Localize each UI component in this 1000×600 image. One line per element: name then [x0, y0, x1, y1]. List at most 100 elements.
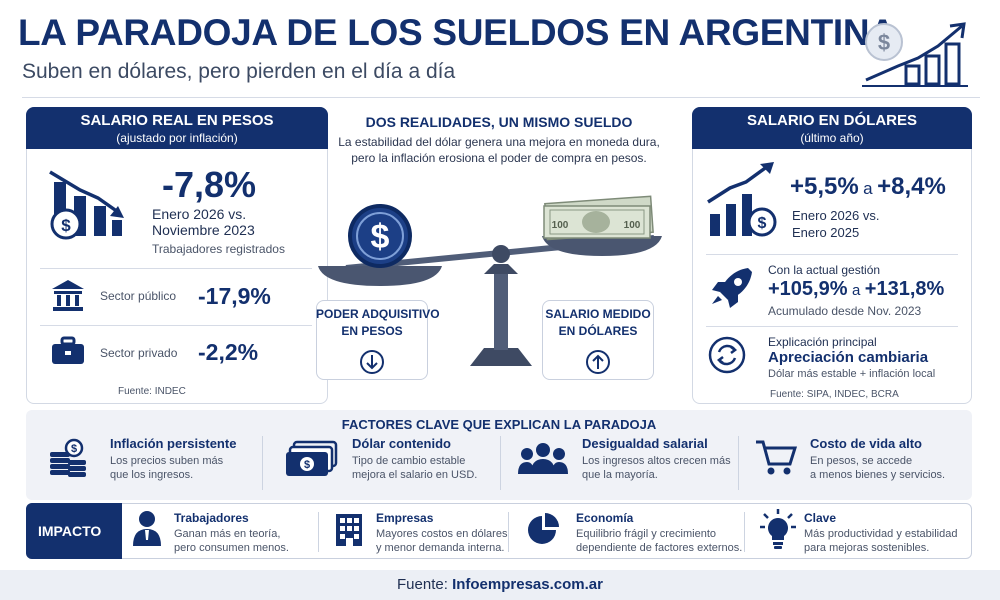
arrow-up-icon	[586, 350, 610, 374]
gestion-range-joiner: a	[851, 282, 861, 299]
impact-divider	[744, 512, 745, 552]
left-source: Fuente: INDEC	[118, 386, 186, 397]
salario-real-period-line1: Enero 2026 vs.	[152, 206, 247, 222]
factor-title-2: Dólar contenido	[352, 436, 451, 451]
factor-text-1a: Los precios suben más	[110, 455, 224, 467]
center-text-line1: La estabilidad del dólar genera una mejo…	[338, 135, 660, 149]
factor-divider	[262, 436, 263, 490]
gestion-note: Acumulado desde Nov. 2023	[768, 304, 922, 318]
bank-icon	[52, 280, 84, 311]
sector-privado-value: -2,2%	[198, 339, 259, 365]
factor-title-3: Desigualdad salarial	[582, 436, 708, 451]
impact-text-2a: Mayores costos en dólares	[376, 528, 508, 540]
salario-real-banner: SALARIO REAL EN PESOS (ajustado por infl…	[26, 107, 328, 149]
gestion-range: +105,9% a +131,8%	[768, 278, 944, 301]
impact-title-3: Economía	[576, 511, 634, 525]
impact-text-3a: Equilibrio frágil y crecimiento	[576, 528, 716, 540]
lightbulb-icon	[760, 509, 796, 549]
cart-icon	[756, 440, 798, 475]
salario-dolares-period-line2: Enero 2025	[792, 225, 860, 240]
page-title: LA PARADOJA DE LOS SUELDOS EN ARGENTINA	[18, 12, 896, 53]
salario-dolares-period-line1: Enero 2026 vs.	[792, 208, 880, 223]
gestion-range-end: +131,8%	[864, 278, 945, 300]
salario-real-value: -7,8%	[162, 164, 257, 205]
svg-text:$: $	[61, 216, 71, 235]
impact-title-1: Trabajadores	[174, 511, 249, 525]
explicacion-value: Apreciación cambiaria	[768, 349, 929, 366]
panel-divider	[40, 325, 312, 326]
salario-dolares-subtitle: (último año)	[800, 131, 864, 145]
salario-real-note: Trabajadores registrados	[152, 242, 285, 256]
factor-text-4b: a menos bienes y servicios.	[810, 469, 946, 481]
salario-dolares-range: +5,5% a +8,4%	[790, 173, 946, 201]
rising-chart-icon: $	[707, 162, 777, 237]
impact-text-2b: y menor demanda interna.	[376, 542, 505, 554]
salario-medido-line2: EN DÓLARES	[558, 324, 638, 338]
panel-divider	[706, 326, 958, 327]
svg-text:$: $	[71, 443, 77, 455]
impact-divider	[318, 512, 319, 552]
svg-text:$: $	[758, 215, 767, 232]
factors-title: FACTORES CLAVE QUE EXPLICAN LA PARADOJA	[341, 417, 657, 432]
footer-site: Infoempresas.com.ar	[452, 576, 603, 593]
factor-text-3b: que la mayoría.	[582, 469, 658, 481]
header-divider	[22, 97, 980, 98]
briefcase-icon	[52, 336, 84, 364]
sector-privado-label: Sector privado	[100, 346, 178, 360]
rocket-icon	[712, 268, 752, 308]
factor-divider	[500, 436, 501, 490]
impact-text-1a: Ganan más en teoría,	[174, 528, 281, 540]
right-source: Fuente: SIPA, INDEC, BCRA	[770, 389, 899, 400]
salario-real-subtitle: (ajustado por inflación)	[116, 131, 238, 145]
impact-divider	[508, 512, 509, 552]
svg-text:100: 100	[624, 220, 641, 231]
salario-dolares-range-end: +8,4%	[877, 173, 946, 200]
impact-text-3b: dependiente de factores externos.	[576, 542, 743, 554]
worker-icon	[133, 511, 161, 546]
salario-real-period-line2: Noviembre 2023	[152, 222, 255, 238]
salario-dolares-range-start: +5,5%	[790, 173, 859, 200]
gestion-range-start: +105,9%	[768, 278, 848, 300]
declining-chart-icon: $	[49, 170, 124, 240]
impact-title-2: Empresas	[376, 511, 434, 525]
gestion-label: Con la actual gestión	[768, 263, 881, 277]
impact-label: IMPACTO	[38, 523, 102, 539]
people-icon	[518, 443, 568, 474]
exchange-arrows-icon	[708, 336, 746, 374]
impact-title-4: Clave	[804, 511, 837, 525]
page-subtitle: Suben en dólares, pero pierden en el día…	[22, 60, 456, 83]
impact-text-1b: pero consumen menos.	[174, 542, 289, 554]
factor-text-3a: Los ingresos altos crecen más	[582, 455, 731, 467]
svg-text:$: $	[304, 459, 310, 471]
footer	[0, 570, 1000, 600]
center-text-line2: pero la inflación erosiona el poder de c…	[351, 151, 647, 165]
svg-text:100: 100	[552, 220, 569, 231]
factor-text-2b: mejora el salario en USD.	[352, 469, 478, 481]
factor-text-4a: En pesos, se accede	[810, 455, 913, 467]
factors-section	[26, 410, 972, 500]
panel-divider	[706, 254, 958, 255]
footer-source: Fuente: Infoempresas.com.ar	[0, 576, 1000, 593]
factor-divider	[738, 436, 739, 490]
impact-label-box: IMPACTO	[26, 503, 122, 559]
salario-dolares-title: SALARIO EN DÓLARES	[746, 112, 917, 129]
impact-section	[26, 503, 972, 559]
growth-chart-icon: $	[862, 22, 968, 87]
svg-text:$: $	[878, 30, 890, 55]
balance-scale-illustration: $ 100 100	[318, 195, 662, 366]
factor-title-4: Costo de vida alto	[810, 436, 922, 451]
explicacion-note: Dólar más estable + inflación local	[768, 368, 936, 380]
building-icon	[336, 514, 362, 546]
salario-dolares-range-joiner: a	[863, 179, 873, 198]
sector-publico-value: -17,9%	[198, 283, 271, 309]
poder-adquisitivo-line2: EN PESOS	[341, 324, 403, 338]
sector-publico-label: Sector público	[100, 289, 177, 303]
factor-title-1: Inflación persistente	[110, 436, 237, 451]
coins-icon: $	[50, 438, 86, 477]
impact-text-4b: para mejoras sostenibles.	[804, 542, 930, 554]
factor-text-2a: Tipo de cambio estable	[352, 455, 466, 467]
poder-adquisitivo-line1: PODER ADQUISITIVO	[316, 307, 440, 321]
arrow-down-icon	[360, 350, 384, 374]
svg-text:$: $	[371, 218, 390, 256]
salario-real-title: SALARIO REAL EN PESOS	[80, 112, 274, 129]
